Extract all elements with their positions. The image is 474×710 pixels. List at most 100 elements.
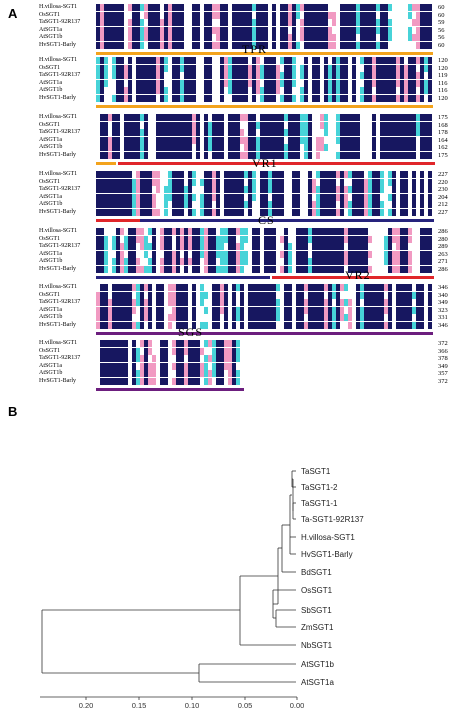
sequence-name: OsSGT1: [39, 347, 61, 354]
sequence-name: HvSGT1-Barly: [39, 266, 76, 272]
alignment-row: H.villosa-SGT1 120: [0, 57, 474, 64]
sequence-name: OsSGT1: [39, 178, 61, 185]
sequence-name: TaSGT1-92R137: [39, 19, 81, 26]
sequence-residues: [96, 284, 432, 291]
tree-leaf-label: AtSGT1b: [301, 660, 334, 669]
alignment-row: TaSGT1-92R137 119: [0, 72, 474, 80]
sequence-residues: [96, 57, 432, 64]
residue-position: 204: [438, 193, 448, 201]
alignment-row: OsSGT1 280: [0, 235, 474, 243]
sequence-residues: [96, 378, 244, 385]
alignment-row: AtSGT1b 162: [0, 144, 474, 152]
sequence-name: H.villosa-SGT1: [39, 4, 78, 10]
residue-position: 263: [438, 250, 448, 258]
sequence-name: HvSGT1-Barly: [39, 209, 76, 215]
sequence-name: OsSGT1: [39, 11, 61, 18]
scale-tick-label: 0.10: [185, 701, 200, 710]
residue-position: 230: [438, 186, 448, 194]
sequence-residues: [96, 152, 432, 159]
residue-position: 220: [438, 178, 448, 186]
sequence-residues: [96, 291, 432, 299]
residue-position: 119: [438, 72, 448, 80]
panel-label-b: B: [8, 404, 18, 419]
sequence-residues: [96, 347, 244, 355]
sequence-residues: [96, 64, 432, 72]
alignment-row: HvSGT1-Barly 175: [0, 152, 474, 159]
residue-position: 116: [438, 87, 448, 95]
sequence-name: HvSGT1-Barly: [39, 322, 76, 328]
sequence-name: AtSGT1a: [39, 79, 62, 86]
tree-leaf-label: BdSGT1: [301, 568, 332, 577]
alignment-row: AtSGT1a 323: [0, 306, 474, 314]
sequence-residues: [96, 72, 432, 80]
residue-position: 120: [438, 95, 448, 102]
phylogenetic-tree: TaSGT1 TaSGT1-2 TaSGT1-1 Ta-SGT1-92R137 H.vi…: [40, 467, 364, 710]
residue-position: 331: [438, 314, 448, 322]
sequence-residues: [96, 114, 432, 121]
alignment-row: AtSGT1a 56: [0, 26, 474, 34]
sequence-name: AtSGT1b: [39, 34, 63, 41]
alignment-row: OsSGT1 168: [0, 121, 474, 129]
alignment-row: HvSGT1-Barly 120: [0, 95, 474, 102]
alignment-row: HvSGT1-Barly 372: [0, 378, 474, 385]
sequence-residues: [96, 355, 244, 363]
sequence-residues: [96, 144, 432, 152]
sequence-name: AtSGT1b: [39, 201, 63, 208]
alignment-row: AtSGT1a 263: [0, 250, 474, 258]
tree-leaf-label: SbSGT1: [301, 606, 332, 615]
alignment-row: AtSGT1a 204: [0, 193, 474, 201]
residue-position: 212: [438, 201, 448, 209]
residue-position: 340: [438, 291, 448, 299]
alignment-row: TaSGT1-92R137 349: [0, 299, 474, 307]
tree-leaf-label: TaSGT1: [301, 467, 331, 476]
sequence-residues: [96, 362, 244, 370]
residue-position: 280: [438, 235, 448, 243]
residue-position: 378: [438, 355, 448, 363]
alignment-row: TaSGT1-92R137 178: [0, 129, 474, 137]
alignment-row: H.villosa-SGT1 175: [0, 114, 474, 121]
alignment-row: HvSGT1-Barly 286: [0, 266, 474, 273]
alignment-row: OsSGT1 120: [0, 64, 474, 72]
sequence-name: AtSGT1b: [39, 87, 63, 94]
residue-position: 323: [438, 306, 448, 314]
sequence-name: H.villosa-SGT1: [39, 114, 78, 120]
domain-bar: [118, 162, 435, 165]
alignment-row: OsSGT1 60: [0, 11, 474, 19]
sequence-name: HvSGT1-Barly: [39, 378, 76, 384]
alignment-row: H.villosa-SGT1 227: [0, 171, 474, 178]
sequence-residues: [96, 11, 432, 19]
tree-leaf-label: AtSGT1a: [301, 678, 334, 687]
domain-bar: [96, 219, 144, 222]
residue-position: 162: [438, 144, 448, 152]
sequence-residues: [96, 87, 432, 95]
residue-position: 175: [438, 152, 448, 159]
residue-position: 346: [438, 284, 448, 291]
residue-position: 60: [438, 42, 445, 49]
sequence-name: HvSGT1-Barly: [39, 95, 76, 101]
residue-position: 286: [438, 228, 448, 235]
domain-bar: [96, 332, 433, 335]
alignment-row: H.villosa-SGT1 60: [0, 4, 474, 11]
sequence-residues: [96, 129, 432, 137]
domain-bar: [96, 162, 116, 165]
sequence-name: AtSGT1a: [39, 362, 62, 369]
domain-bar: [96, 276, 270, 279]
alignment-row: TaSGT1-92R137 378: [0, 355, 474, 363]
residue-position: 289: [438, 243, 448, 251]
sequence-residues: [96, 95, 432, 102]
region-label: CS: [258, 213, 275, 227]
sequence-name: H.villosa-SGT1: [39, 228, 78, 234]
sequence-name: H.villosa-SGT1: [39, 284, 78, 290]
tree-leaf-label: HvSGT1-Barly: [301, 550, 353, 559]
sequence-name: OsSGT1: [39, 291, 61, 298]
residue-position: 349: [438, 299, 448, 307]
tree-leaf-label: Ta-SGT1-92R137: [301, 515, 364, 524]
scale-tick-label: 0.20: [79, 701, 94, 710]
sequence-residues: [96, 136, 432, 144]
residue-position: 366: [438, 347, 448, 355]
sequence-residues: [96, 299, 432, 307]
domain-bar: [140, 219, 434, 222]
sequence-residues: [96, 19, 432, 27]
sequence-name: OsSGT1: [39, 235, 61, 242]
residue-position: 271: [438, 258, 448, 266]
